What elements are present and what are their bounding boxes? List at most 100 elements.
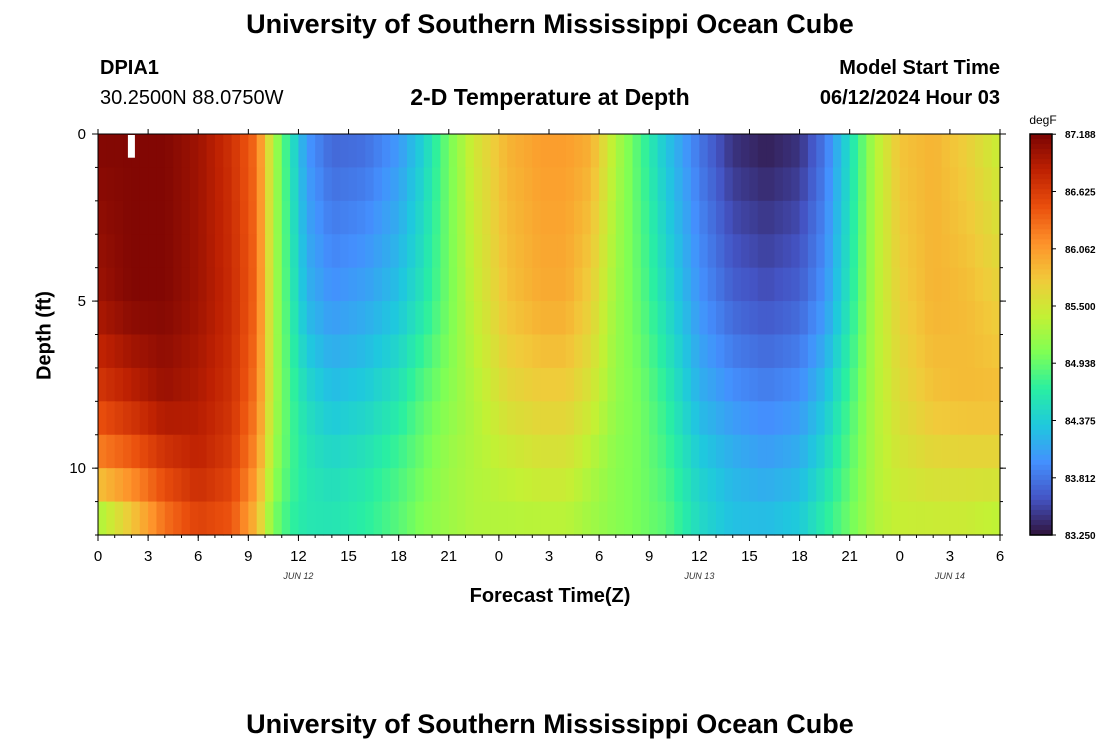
heatmap-cell	[557, 501, 567, 536]
colorbar-cell	[1030, 299, 1052, 306]
heatmap-cell	[365, 334, 375, 369]
heatmap-cell	[457, 468, 467, 503]
heatmap-cell	[223, 200, 233, 235]
heatmap-cell	[373, 267, 383, 302]
heatmap-cell	[106, 334, 116, 369]
heatmap-cell	[782, 501, 792, 536]
heatmap-cell	[966, 200, 976, 235]
heatmap-cell	[974, 334, 984, 369]
heatmap-cell	[473, 334, 483, 369]
heatmap-cell	[189, 134, 199, 169]
heatmap-cell	[782, 301, 792, 336]
heatmap-cell	[724, 367, 734, 402]
heatmap-cell	[649, 301, 659, 336]
page-title: University of Southern Mississippi Ocean…	[246, 9, 854, 39]
heatmap-cell	[624, 200, 634, 235]
heatmap-cell	[732, 267, 742, 302]
heatmap-cell	[649, 501, 659, 536]
heatmap-cell	[799, 234, 809, 269]
heatmap-cell	[123, 468, 133, 503]
heatmap-cell	[682, 401, 692, 436]
heatmap-cell	[707, 334, 717, 369]
heatmap-cell	[983, 200, 993, 235]
heatmap-cell	[749, 367, 759, 402]
heatmap-cell	[807, 200, 817, 235]
heatmap-cell	[866, 434, 876, 469]
heatmap-cell	[649, 167, 659, 202]
heatmap-cell	[457, 401, 467, 436]
heatmap-cell	[766, 167, 776, 202]
heatmap-cell	[757, 234, 767, 269]
heatmap-cell	[632, 367, 642, 402]
heatmap-cell	[874, 501, 884, 536]
heatmap-cell	[832, 234, 842, 269]
heatmap-cell	[590, 401, 600, 436]
heatmap-cell	[565, 267, 575, 302]
heatmap-cell	[949, 301, 959, 336]
heatmap-cell	[774, 134, 784, 169]
colorbar-cell	[1030, 304, 1052, 311]
heatmap-cell	[356, 267, 366, 302]
heatmap-cell	[615, 334, 625, 369]
heatmap-cell	[398, 334, 408, 369]
heatmap-cell	[139, 301, 149, 336]
heatmap-cell	[156, 200, 166, 235]
heatmap-cell	[482, 434, 492, 469]
heatmap-cell	[348, 501, 358, 536]
colorbar-cell	[1030, 414, 1052, 421]
colorbar-cell	[1030, 424, 1052, 431]
heatmap-cell	[966, 334, 976, 369]
heatmap-cell	[699, 267, 709, 302]
heatmap-cell	[123, 200, 133, 235]
heatmap-cell	[899, 468, 909, 503]
colorbar-cell	[1030, 479, 1052, 486]
heatmap-cell	[782, 200, 792, 235]
heatmap-cell	[265, 301, 274, 336]
heatmap-cell	[941, 468, 951, 503]
heatmap-cell	[557, 234, 567, 269]
heatmap-cell	[407, 267, 416, 302]
heatmap-cell	[841, 234, 851, 269]
heatmap-cell	[164, 334, 174, 369]
heatmap-cell	[665, 401, 675, 436]
heatmap-cell	[415, 134, 425, 169]
heatmap-cell	[582, 301, 592, 336]
heatmap-cell	[832, 267, 842, 302]
heatmap-cell	[732, 301, 742, 336]
heatmap-cell	[281, 401, 291, 436]
heatmap-cell	[883, 134, 893, 169]
heatmap-cell	[281, 134, 291, 169]
heatmap-cell	[574, 334, 584, 369]
heatmap-cell	[841, 301, 851, 336]
heatmap-cell	[315, 434, 325, 469]
heatmap-cell	[883, 167, 893, 202]
heatmap-cell	[290, 334, 300, 369]
heatmap-cell	[231, 501, 241, 536]
heatmap-cell	[582, 468, 592, 503]
heatmap-cell	[716, 234, 725, 269]
heatmap-cell	[724, 134, 734, 169]
heatmap-cell	[465, 200, 475, 235]
heatmap-cell	[532, 234, 542, 269]
heatmap-cell	[239, 501, 249, 536]
heatmap-cell	[457, 434, 467, 469]
heatmap-cell	[340, 167, 350, 202]
heatmap-cell	[381, 401, 391, 436]
heatmap-cell	[883, 401, 893, 436]
heatmap-cell	[181, 301, 191, 336]
heatmap-cell	[565, 367, 575, 402]
heatmap-cell	[490, 134, 500, 169]
heatmap-cell	[348, 367, 358, 402]
heatmap-cell	[407, 501, 416, 536]
heatmap-cell	[574, 200, 584, 235]
heatmap-cell	[749, 434, 759, 469]
x-tick-label: 0	[495, 548, 503, 565]
heatmap-cell	[565, 167, 575, 202]
heatmap-cell	[315, 267, 325, 302]
heatmap-cell	[983, 501, 993, 536]
heatmap-cell	[490, 200, 500, 235]
heatmap-cell	[724, 200, 734, 235]
heatmap-cell	[198, 200, 208, 235]
heatmap-cell	[574, 501, 584, 536]
heatmap-cell	[532, 301, 542, 336]
